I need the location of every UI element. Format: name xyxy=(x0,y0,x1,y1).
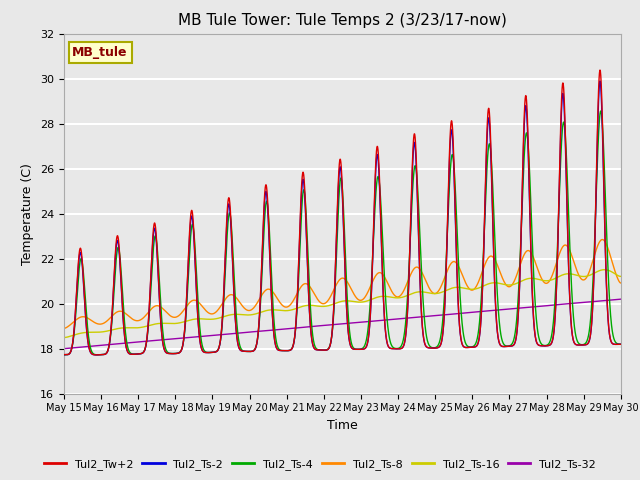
Legend: Tul2_Tw+2, Tul2_Ts-2, Tul2_Ts-4, Tul2_Ts-8, Tul2_Ts-16, Tul2_Ts-32: Tul2_Tw+2, Tul2_Ts-2, Tul2_Ts-4, Tul2_Ts… xyxy=(40,455,600,474)
Y-axis label: Temperature (C): Temperature (C) xyxy=(22,163,35,264)
Title: MB Tule Tower: Tule Temps 2 (3/23/17-now): MB Tule Tower: Tule Temps 2 (3/23/17-now… xyxy=(178,13,507,28)
X-axis label: Time: Time xyxy=(327,419,358,432)
Text: MB_tule: MB_tule xyxy=(72,46,128,59)
